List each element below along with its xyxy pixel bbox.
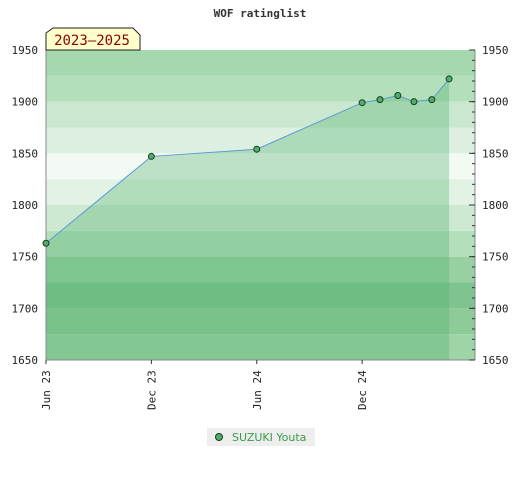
- band: [46, 205, 475, 231]
- y-tick-label-left: 1700: [12, 302, 39, 315]
- y-tick-label-right: 1750: [482, 251, 509, 264]
- data-point: [42, 239, 50, 247]
- y-tick-label-right: 1800: [482, 199, 509, 212]
- legend-marker-icon: [215, 433, 223, 441]
- x-tick-label: Jun 23: [40, 370, 53, 410]
- data-point: [253, 145, 261, 153]
- band: [46, 75, 475, 102]
- band: [46, 308, 475, 335]
- y-tick-label-left: 1850: [12, 147, 39, 160]
- period-badge-label: 2023–2025: [54, 33, 130, 49]
- x-tick-label: Dec 23: [145, 370, 158, 410]
- y-tick-label-left: 1800: [12, 199, 39, 212]
- y-tick-label-left: 1650: [12, 354, 39, 367]
- points-layer: [42, 75, 453, 247]
- band: [46, 101, 475, 128]
- y-tick-label-right: 1900: [482, 96, 509, 109]
- data-point: [394, 91, 402, 99]
- y-tick-label-right: 1850: [482, 147, 509, 160]
- chart-title: WOF ratinglist: [214, 7, 307, 20]
- band: [46, 153, 475, 180]
- series-area: [46, 78, 450, 360]
- background-bands: [46, 50, 475, 360]
- data-point: [147, 152, 155, 160]
- data-point: [376, 96, 384, 104]
- legend-label: SUZUKI Youta: [232, 430, 307, 444]
- band: [46, 50, 475, 76]
- band: [46, 179, 475, 205]
- band: [46, 256, 475, 283]
- y-tick-label-right: 1950: [482, 44, 509, 57]
- y-tick-label-right: 1700: [482, 302, 509, 315]
- band: [46, 230, 475, 257]
- period-badge-shape: [45, 27, 141, 51]
- band: [46, 334, 475, 360]
- y-tick-label-left: 1900: [12, 96, 39, 109]
- y-tick-label-left: 1750: [12, 251, 39, 264]
- y-tick-label-left: 1950: [12, 44, 39, 57]
- data-point: [410, 98, 418, 106]
- x-tick-label: Dec 24: [356, 370, 369, 410]
- band: [46, 282, 475, 309]
- data-point: [445, 75, 453, 83]
- data-point: [358, 99, 366, 107]
- period-badge: 2023–2025: [45, 27, 141, 51]
- legend: SUZUKI Youta: [207, 428, 315, 446]
- x-tick-label: Jun 24: [251, 370, 264, 410]
- data-point: [428, 96, 436, 104]
- axes-layer: 1650 1650 1700 1700 1750 1750 1800 1800 1850 1850…: [12, 44, 509, 410]
- band: [46, 127, 475, 154]
- y-tick-label-right: 1650: [482, 354, 509, 367]
